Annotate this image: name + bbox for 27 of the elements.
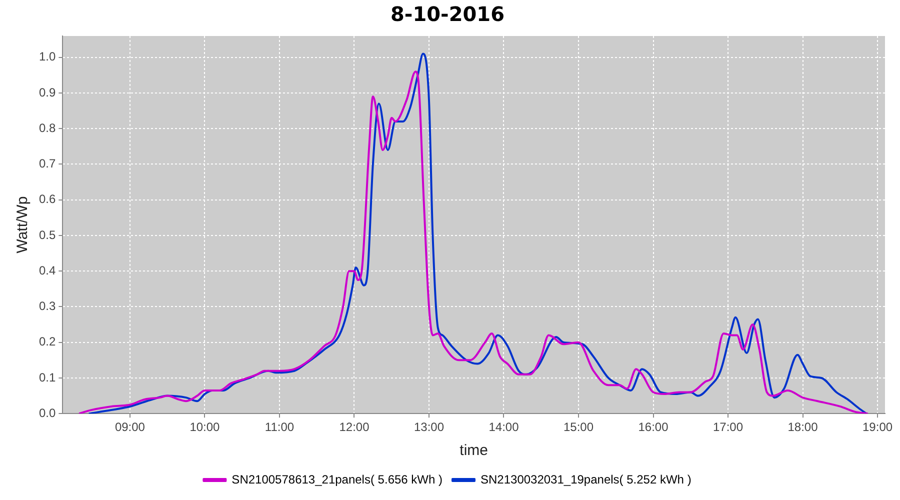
x-tick-label: 14:00 (488, 420, 520, 434)
x-axis-title: time (460, 442, 488, 460)
y-tick-label: 0.4 (38, 263, 56, 278)
x-tick-label: 12:00 (339, 420, 370, 434)
x-tick-label: 18:00 (788, 420, 818, 434)
y-axis-title: Watt/Wp (14, 196, 32, 254)
x-tick-label: 17:00 (712, 420, 744, 434)
y-tick-label: 0.6 (38, 192, 56, 206)
x-tick-label: 09:00 (114, 420, 146, 434)
x-tick-label: 19:00 (862, 420, 893, 434)
y-tick-label: 1.0 (38, 50, 56, 64)
y-tick-label: 0.0 (38, 406, 56, 420)
y-tick-label: 0.7 (38, 156, 56, 171)
y-tick-label: 0.1 (38, 370, 56, 384)
x-tick-label: 11:00 (264, 420, 294, 434)
x-tick-label: 13:00 (414, 420, 444, 434)
y-tick-label: 0.8 (38, 120, 56, 135)
x-tick-label: 10:00 (190, 420, 220, 434)
y-tick-label: 0.9 (38, 85, 56, 100)
y-tick-label: 0.5 (38, 228, 56, 242)
x-tick-label: 15:00 (563, 420, 594, 434)
legend-label: SN2130032031_19panels( 5.252 kWh ) (480, 472, 692, 486)
legend-label: SN2100578613_21panels( 5.656 kWh ) (232, 472, 443, 486)
x-tick-label: 16:00 (638, 420, 669, 434)
chart-title: 8-10-2016 (390, 2, 505, 26)
y-tick-label: 0.3 (38, 299, 56, 314)
y-tick-label: 0.2 (38, 334, 56, 349)
